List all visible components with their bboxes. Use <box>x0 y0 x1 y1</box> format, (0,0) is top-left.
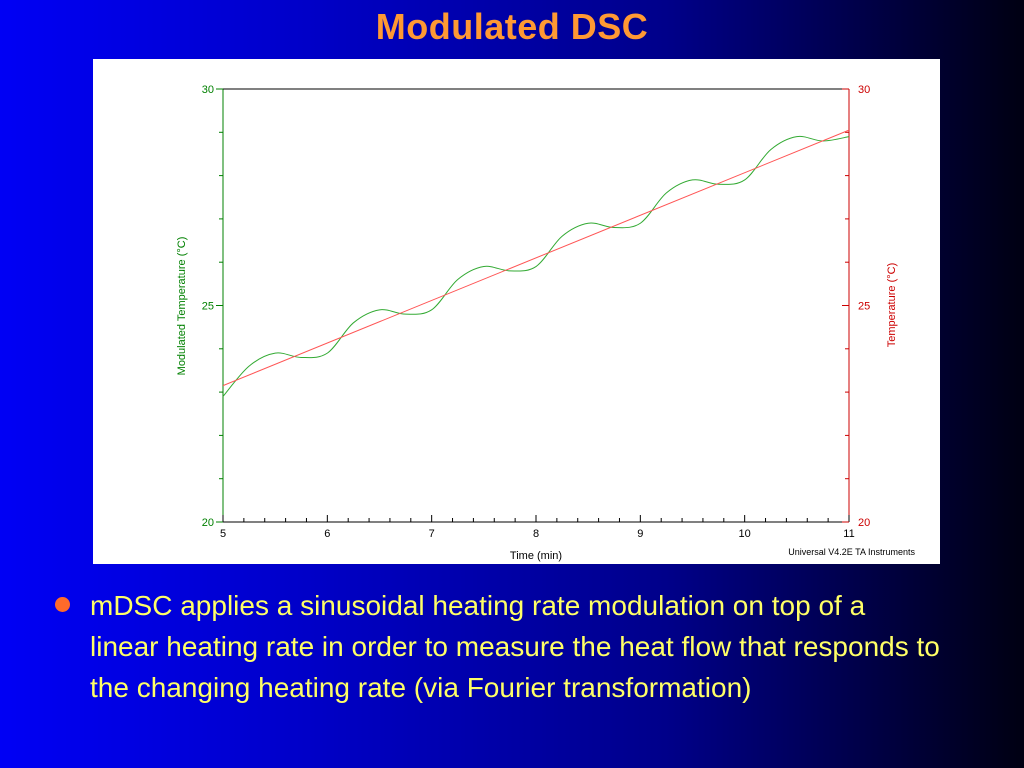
y-right-tick-label: 30 <box>858 84 870 96</box>
slide-title: Modulated DSC <box>375 6 649 47</box>
x-tick-label: 8 <box>533 528 539 540</box>
chart-footer: Universal V4.2E TA Instruments <box>788 547 915 557</box>
chart-panel: 5 6 7 8 9 10 11 20 25 30 20 25 30 Time (min) Modulat… <box>93 59 940 564</box>
x-tick-label: 6 <box>324 528 330 540</box>
bullet-list: mDSC applies a sinusoidal heating rate m… <box>50 585 950 708</box>
y-left-tick-label: 20 <box>202 517 214 529</box>
x-tick-label: 11 <box>843 528 854 540</box>
axes-layer: 5 6 7 8 9 10 11 20 25 30 20 25 30 <box>202 84 871 540</box>
y-right-tick-label: 25 <box>858 301 870 313</box>
series-layer <box>222 129 850 397</box>
x-axis-label: Time (min) <box>510 550 562 562</box>
bullet-text: mDSC applies a sinusoidal heating rate m… <box>90 590 940 703</box>
bullet-dot-icon <box>55 597 70 612</box>
x-tick-label: 10 <box>739 528 751 540</box>
modulated-temperature-line <box>222 135 850 397</box>
y-left-tick-label: 25 <box>202 301 214 313</box>
labels-layer: Time (min) Modulated Temperature (°C) Te… <box>176 237 915 562</box>
linear-temperature-line <box>222 129 850 387</box>
x-tick-label: 9 <box>637 528 643 540</box>
y-right-tick-label: 20 <box>858 517 870 529</box>
y-left-tick-label: 30 <box>202 84 214 96</box>
x-tick-label: 5 <box>220 528 226 540</box>
dsc-chart: 5 6 7 8 9 10 11 20 25 30 20 25 30 Time (min) Modulat… <box>176 84 915 562</box>
y-axis-right-label: Temperature (°C) <box>886 263 898 347</box>
x-tick-label: 7 <box>429 528 435 540</box>
y-axis-left-label: Modulated Temperature (°C) <box>176 237 188 376</box>
